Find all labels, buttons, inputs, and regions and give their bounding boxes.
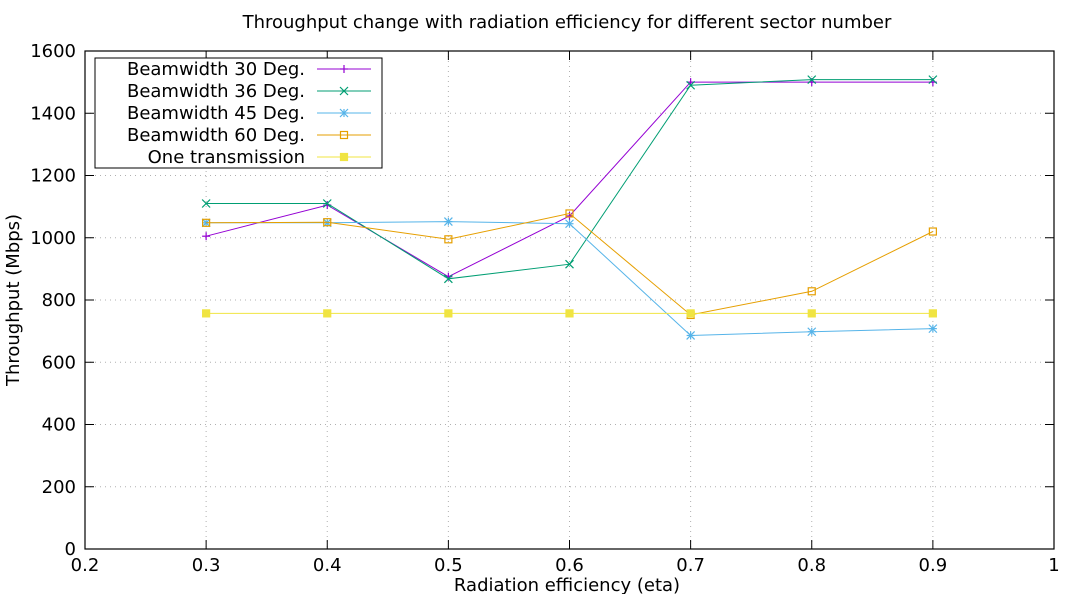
data-point: [443, 217, 453, 226]
x-tick-label: 0.4: [313, 555, 342, 576]
legend-entry: Beamwidth 36 Deg.: [127, 81, 371, 102]
x-tick-label: 1: [1048, 555, 1059, 576]
y-tick-label: 600: [42, 352, 76, 373]
data-point: [322, 199, 332, 208]
x-tick-label: 0.8: [797, 555, 826, 576]
data-point: [565, 209, 574, 218]
x-tick-label: 0.7: [676, 555, 705, 576]
data-point: [323, 218, 332, 227]
data-point: [928, 75, 938, 85]
x-tick-label: 0.3: [192, 555, 221, 576]
data-point: [444, 235, 453, 244]
data-point: [807, 75, 817, 85]
x-tick-label: 0.2: [71, 555, 100, 576]
data-point: [807, 287, 816, 296]
data-point: [928, 227, 937, 236]
data-point: [339, 152, 349, 162]
y-tick-label: 1400: [30, 103, 76, 124]
legend-label: One transmission: [148, 147, 305, 168]
data-point: [565, 309, 574, 318]
chart-title: Throughput change with radiation efficie…: [242, 12, 892, 33]
data-point: [807, 309, 816, 318]
data-point: [565, 219, 574, 229]
x-tick-label: 0.9: [919, 555, 948, 576]
data-point: [928, 324, 938, 334]
x-tick-label: 0.5: [434, 555, 463, 576]
legend-label: Beamwidth 30 Deg.: [127, 59, 305, 80]
y-tick-label: 1000: [30, 228, 76, 249]
data-point: [339, 86, 349, 96]
data-point: [202, 232, 211, 241]
data-point: [686, 309, 695, 318]
legend: Beamwidth 30 Deg.Beamwidth 36 Deg.Beamwi…: [94, 57, 383, 169]
data-point: [444, 309, 453, 318]
y-tick-label: 200: [42, 477, 76, 498]
data-point: [323, 309, 332, 318]
legend-label: Beamwidth 45 Deg.: [127, 103, 305, 124]
series-lines: [201, 75, 938, 340]
data-point: [443, 274, 453, 284]
y-axis-label: Throughput (Mbps): [3, 214, 24, 387]
data-point: [928, 309, 937, 318]
y-tick-label: 0: [65, 539, 76, 560]
y-tick-label: 1200: [30, 166, 76, 187]
grid: [85, 51, 1054, 549]
x-axis-label: Radiation efficiency (eta): [454, 575, 680, 594]
data-point: [339, 108, 349, 118]
data-point: [686, 331, 696, 340]
series-2: [201, 75, 938, 284]
legend-entry: Beamwidth 30 Deg.: [127, 59, 371, 80]
legend-entry: Beamwidth 60 Deg.: [127, 125, 371, 146]
legend-entry: Beamwidth 45 Deg.: [127, 103, 371, 124]
legend-label: Beamwidth 60 Deg.: [127, 125, 305, 146]
data-point: [202, 309, 211, 318]
data-point: [339, 130, 349, 140]
axis-ticks: 0.2 0.3 0.4 0.5 0.6 0.7 0.8 0.9 1 0 200 400 600 800 10…: [30, 41, 1060, 576]
data-point: [202, 218, 211, 227]
data-point: [807, 327, 817, 337]
x-tick-label: 0.6: [555, 555, 584, 576]
series-line: [206, 221, 933, 337]
y-tick-label: 1600: [30, 41, 76, 62]
series-3: [201, 217, 938, 340]
data-point: [201, 199, 211, 208]
data-point: [686, 80, 696, 90]
data-point: [340, 65, 348, 73]
y-tick-label: 400: [42, 415, 76, 436]
series-line: [206, 212, 934, 316]
legend-entry: One transmission: [148, 147, 371, 168]
y-tick-label: 800: [42, 290, 76, 311]
data-point: [565, 259, 574, 269]
legend-label: Beamwidth 36 Deg.: [127, 81, 305, 102]
series-5: [202, 309, 937, 318]
